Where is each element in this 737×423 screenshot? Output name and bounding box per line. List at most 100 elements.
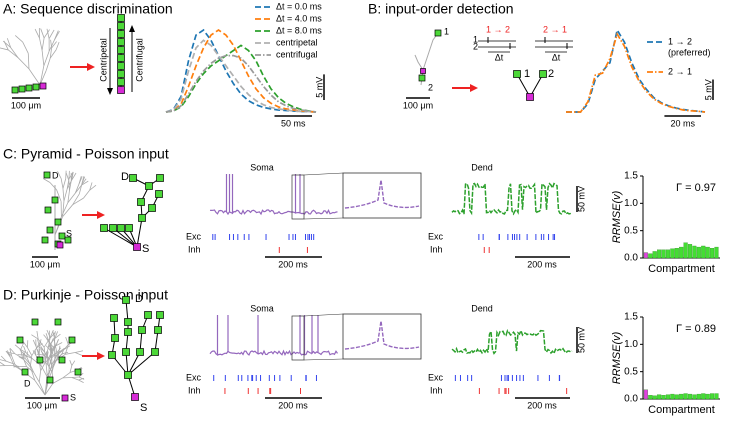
- trace-title: Dend: [471, 162, 493, 172]
- morphology: [46, 28, 50, 39]
- morphology: [22, 41, 29, 54]
- morphology: [34, 349, 37, 356]
- morphology: [62, 188, 65, 202]
- node: [54, 318, 62, 326]
- node: [117, 54, 125, 62]
- y-axis-label: RRMSE(v): [611, 331, 623, 384]
- legend-label: Δt = 8.0 ms: [276, 25, 322, 35]
- morphology: [39, 70, 47, 86]
- morphology: [40, 350, 46, 356]
- node: [124, 318, 132, 326]
- raster-label: Exc: [428, 231, 444, 241]
- morphology: [39, 65, 45, 86]
- arrow-head: [107, 88, 113, 95]
- node: [418, 74, 426, 82]
- morphology: [43, 334, 49, 342]
- voltage-trace: [209, 174, 338, 216]
- zoom-line: [303, 217, 344, 220]
- bar: [674, 394, 679, 400]
- node: [44, 206, 52, 214]
- morphology: [34, 28, 40, 39]
- morphology: [54, 30, 60, 41]
- morphology: [67, 192, 76, 203]
- voltage-trace: [451, 182, 573, 216]
- morphology: [36, 331, 39, 340]
- scale-label: 50 mV: [576, 327, 586, 353]
- morphology: [56, 347, 62, 353]
- voltage-trace: [451, 328, 573, 356]
- morphology: [26, 366, 34, 373]
- morphology: [29, 366, 36, 381]
- node: [420, 68, 426, 74]
- morphology: [43, 347, 47, 360]
- morphology: [45, 58, 51, 71]
- morphology: [49, 182, 57, 191]
- bar: [643, 252, 648, 259]
- morphology: [46, 329, 51, 338]
- scale-label: 50 ms: [281, 118, 306, 128]
- morphology: [75, 184, 82, 194]
- morphology: [20, 342, 25, 350]
- node: [151, 348, 159, 356]
- node: [64, 236, 72, 244]
- morph-label: D: [24, 378, 31, 388]
- morphology: [65, 173, 70, 181]
- morphology: [42, 354, 50, 360]
- morphology: [51, 363, 55, 373]
- morphology: [38, 381, 46, 396]
- y-tick-label: 0.5: [624, 366, 638, 377]
- y-tick-label: 1.0: [624, 198, 638, 209]
- morph-label: S: [70, 392, 76, 402]
- zoom-line: [303, 172, 344, 176]
- panel-title: D: Purkinje - Poisson input: [3, 287, 168, 303]
- bar: [648, 395, 653, 400]
- node: [18, 85, 26, 93]
- bar: [705, 393, 710, 400]
- node: [124, 328, 132, 336]
- node: [46, 226, 54, 234]
- scale-label: 200 ms: [278, 259, 308, 269]
- raster-label: Inh: [430, 385, 443, 395]
- node: [117, 224, 125, 232]
- morphology: [38, 370, 42, 383]
- morphology: [48, 39, 55, 52]
- morphology: [6, 360, 16, 365]
- scale-label: 20 ms: [670, 118, 695, 128]
- morphology: [52, 331, 56, 340]
- morphology: [49, 47, 53, 59]
- arrow-head: [129, 25, 135, 32]
- inset-trace: [344, 320, 420, 350]
- morphology: [9, 347, 16, 354]
- morphology: [27, 347, 33, 356]
- morphology: [0, 355, 7, 362]
- morphology: [0, 47, 9, 51]
- tree-edge: [127, 351, 156, 376]
- scale-label: 50 mV: [576, 186, 586, 212]
- node: [58, 232, 66, 240]
- morphology: [71, 172, 77, 181]
- trace: [165, 44, 317, 113]
- morphology: [83, 189, 91, 199]
- morphology: [7, 352, 15, 355]
- trace: [165, 28, 317, 113]
- scale-label: 100 μm: [403, 100, 433, 110]
- morphology: [56, 189, 62, 202]
- morphology: [5, 350, 12, 357]
- node: [108, 351, 116, 359]
- inset: [342, 172, 422, 219]
- trace: [165, 39, 317, 113]
- node: [74, 368, 82, 376]
- axis-note: Centrifugal: [134, 38, 144, 82]
- morphology: [51, 41, 57, 49]
- morphology: [55, 346, 58, 356]
- scale-label: 5 mV: [703, 79, 713, 100]
- morphology: [55, 342, 63, 347]
- arrow-head: [470, 84, 478, 92]
- morphology: [40, 346, 45, 352]
- bar: [705, 246, 710, 259]
- raster-label: Exc: [428, 372, 444, 382]
- zoom-line: [303, 313, 344, 317]
- morphology: [27, 53, 30, 69]
- raster-label: Exc: [186, 231, 202, 241]
- morphology: [43, 351, 49, 359]
